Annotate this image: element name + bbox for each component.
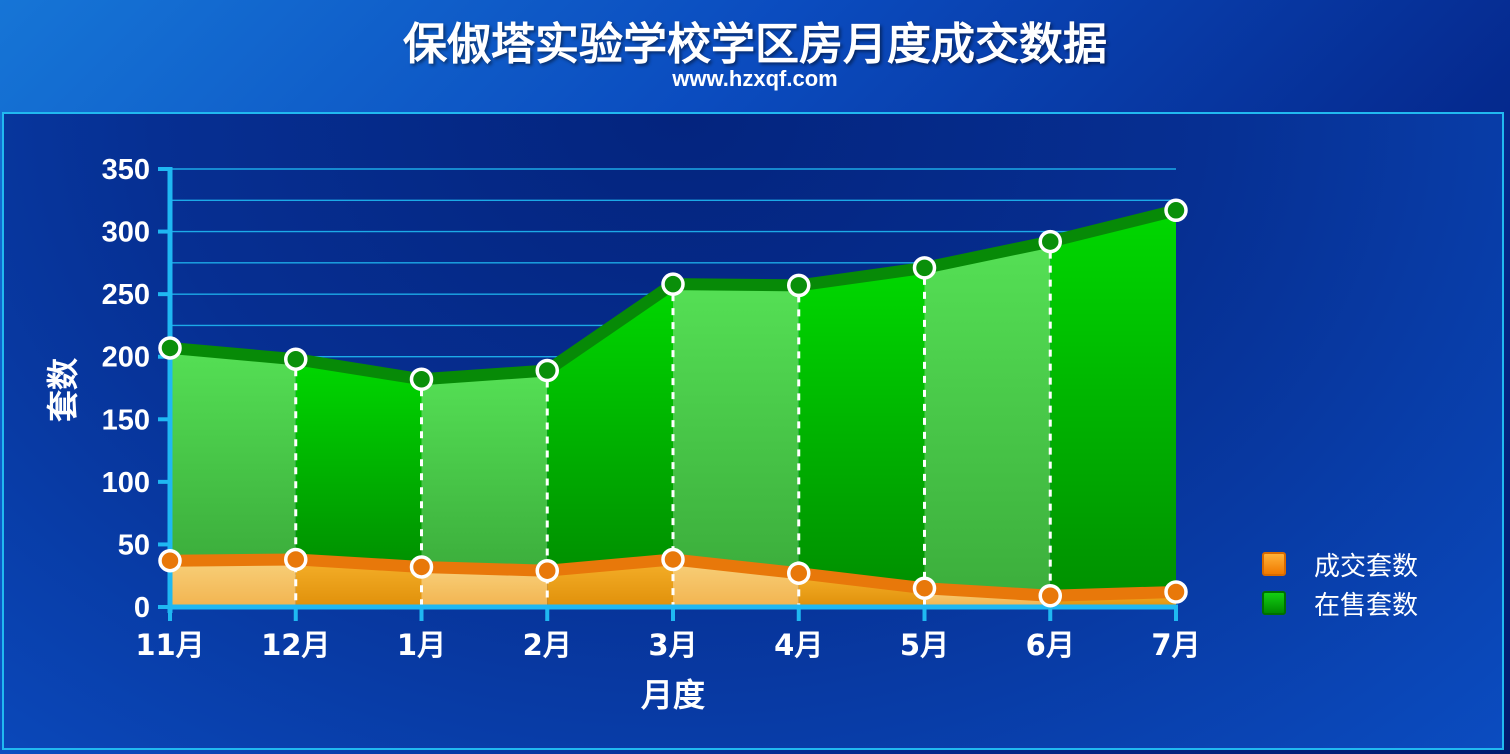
sold-point	[912, 576, 937, 600]
x-tick-label: 5月	[900, 628, 949, 662]
sold-point	[284, 547, 308, 572]
x-tick-label: 2月	[523, 628, 572, 662]
on-sale-area-segment	[1050, 210, 1176, 596]
y-tick-label: 200	[102, 342, 150, 374]
on-sale-area-segment	[798, 267, 925, 589]
y-tick-label: 100	[102, 467, 150, 499]
on-sale-area-segment	[170, 347, 296, 561]
sold-point	[1164, 580, 1188, 604]
y-tick-label: 350	[102, 154, 150, 186]
y-tick-label: 250	[102, 279, 150, 311]
sold-point	[661, 547, 685, 572]
on-sale-point	[787, 273, 811, 298]
sold-point	[158, 548, 182, 573]
y-tick-label: 150	[102, 404, 150, 436]
sold-point	[409, 555, 434, 579]
legend-swatch-on-sale	[1262, 591, 1286, 615]
on-sale-area-segment	[421, 370, 548, 571]
x-tick-label: 6月	[1026, 628, 1075, 662]
on-sale-point	[409, 367, 434, 391]
sold-area-segment	[295, 559, 422, 607]
on-sale-area-segment	[924, 241, 1051, 596]
sold-point	[535, 558, 559, 583]
legend-item-sold: 成交套数	[1262, 549, 1418, 582]
on-sale-area-segment	[295, 359, 422, 567]
on-sale-point	[158, 336, 182, 360]
y-tick-label: 0	[134, 592, 150, 624]
chart-subtitle: www.hzxqf.com	[672, 66, 838, 91]
sold-area-segment	[421, 566, 548, 607]
chart-header: 保俶塔实验学校学区房月度成交数据 www.hzxqf.com	[0, 0, 1510, 110]
x-tick-label: 11月	[135, 628, 204, 662]
legend-item-on-sale: 在售套数	[1262, 588, 1418, 621]
sold-point	[1038, 583, 1062, 608]
y-axis-title: 套数	[44, 357, 82, 422]
x-tick-label: 4月	[774, 628, 823, 662]
sold-area-segment	[170, 559, 296, 607]
legend-swatch-sold	[1262, 552, 1286, 576]
on-sale-point	[1164, 198, 1188, 223]
chart-title: 保俶塔实验学校学区房月度成交数据	[403, 19, 1107, 70]
y-tick-label: 300	[102, 217, 150, 249]
on-sale-point	[1038, 229, 1062, 254]
x-tick-label: 1月	[397, 628, 446, 662]
on-sale-point	[535, 358, 559, 383]
on-sale-point	[284, 347, 308, 371]
legend-label-sold: 成交套数	[1314, 551, 1419, 582]
x-axis-title: 月度	[641, 676, 705, 714]
y-tick-label: 50	[118, 529, 150, 561]
x-tick-label: 12月	[261, 628, 330, 662]
x-tick-label: 7月	[1151, 628, 1200, 662]
on-sale-area-segment	[673, 284, 799, 574]
on-sale-point	[661, 272, 685, 296]
sold-point	[787, 561, 811, 585]
on-sale-point	[912, 256, 937, 280]
x-tick-label: 3月	[648, 628, 697, 662]
legend-label-on-sale: 在售套数	[1314, 590, 1419, 621]
